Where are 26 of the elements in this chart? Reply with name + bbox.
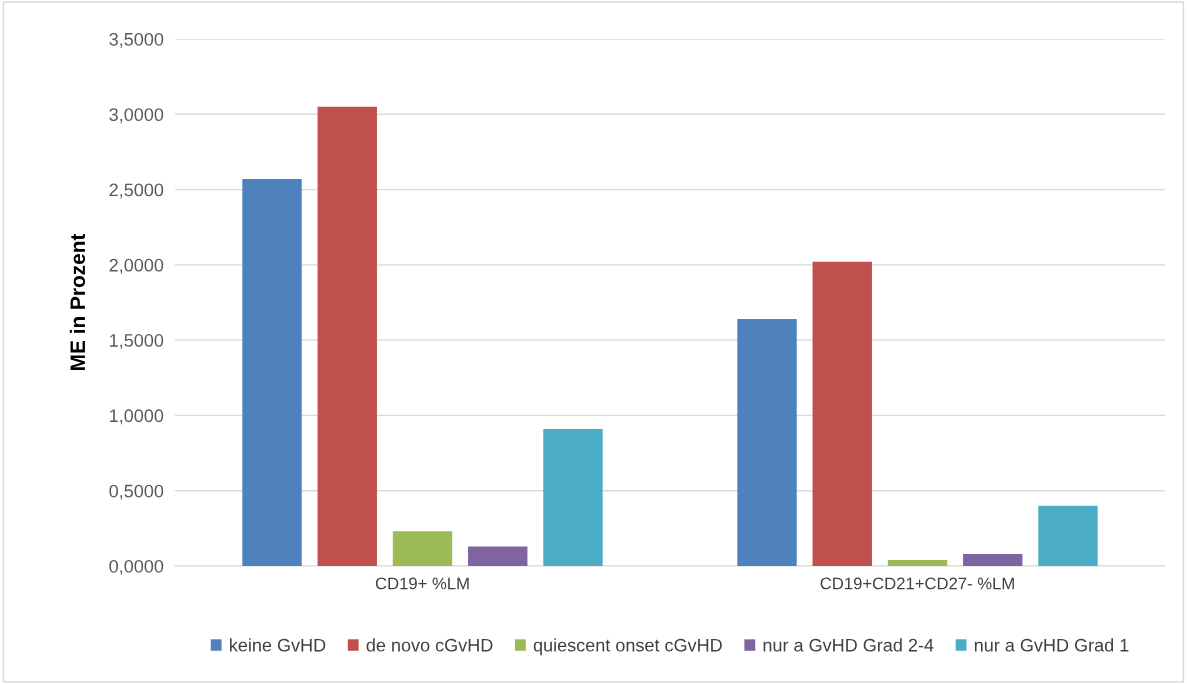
bar — [1038, 505, 1098, 566]
bar — [317, 106, 377, 566]
legend-label: quiescent onset cGvHD — [533, 638, 722, 656]
legend-label: keine GvHD — [230, 638, 326, 652]
y-tick-label: 3,0000 — [109, 108, 164, 124]
bar — [392, 531, 453, 566]
x-tick-label: CD19+ %LM — [375, 577, 469, 590]
bar — [737, 319, 797, 566]
bar — [887, 559, 948, 566]
y-tick-label: 2,5000 — [109, 183, 164, 199]
y-tick-label: 2,0000 — [109, 258, 164, 274]
legend-label: nur a GvHD Grad 1 — [974, 638, 1129, 652]
bar — [242, 179, 302, 566]
y-axis-title: ME in Prozent — [69, 233, 86, 370]
bar — [468, 546, 528, 566]
legend-label: nur a GvHD Grad 2-4 — [763, 638, 934, 652]
legend-label: de novo cGvHD — [366, 638, 493, 652]
bar — [812, 261, 872, 566]
y-tick-label: 0,5000 — [109, 484, 164, 500]
y-tick-label: 0,0000 — [109, 559, 164, 575]
bar — [543, 428, 603, 566]
bar — [963, 553, 1023, 566]
x-tick-label: CD19+CD21+CD27- %LM — [820, 577, 1014, 590]
y-tick-label: 3,5000 — [109, 32, 164, 48]
y-tick-label: 1,0000 — [110, 409, 164, 425]
y-tick-label: 1,5000 — [110, 334, 164, 349]
